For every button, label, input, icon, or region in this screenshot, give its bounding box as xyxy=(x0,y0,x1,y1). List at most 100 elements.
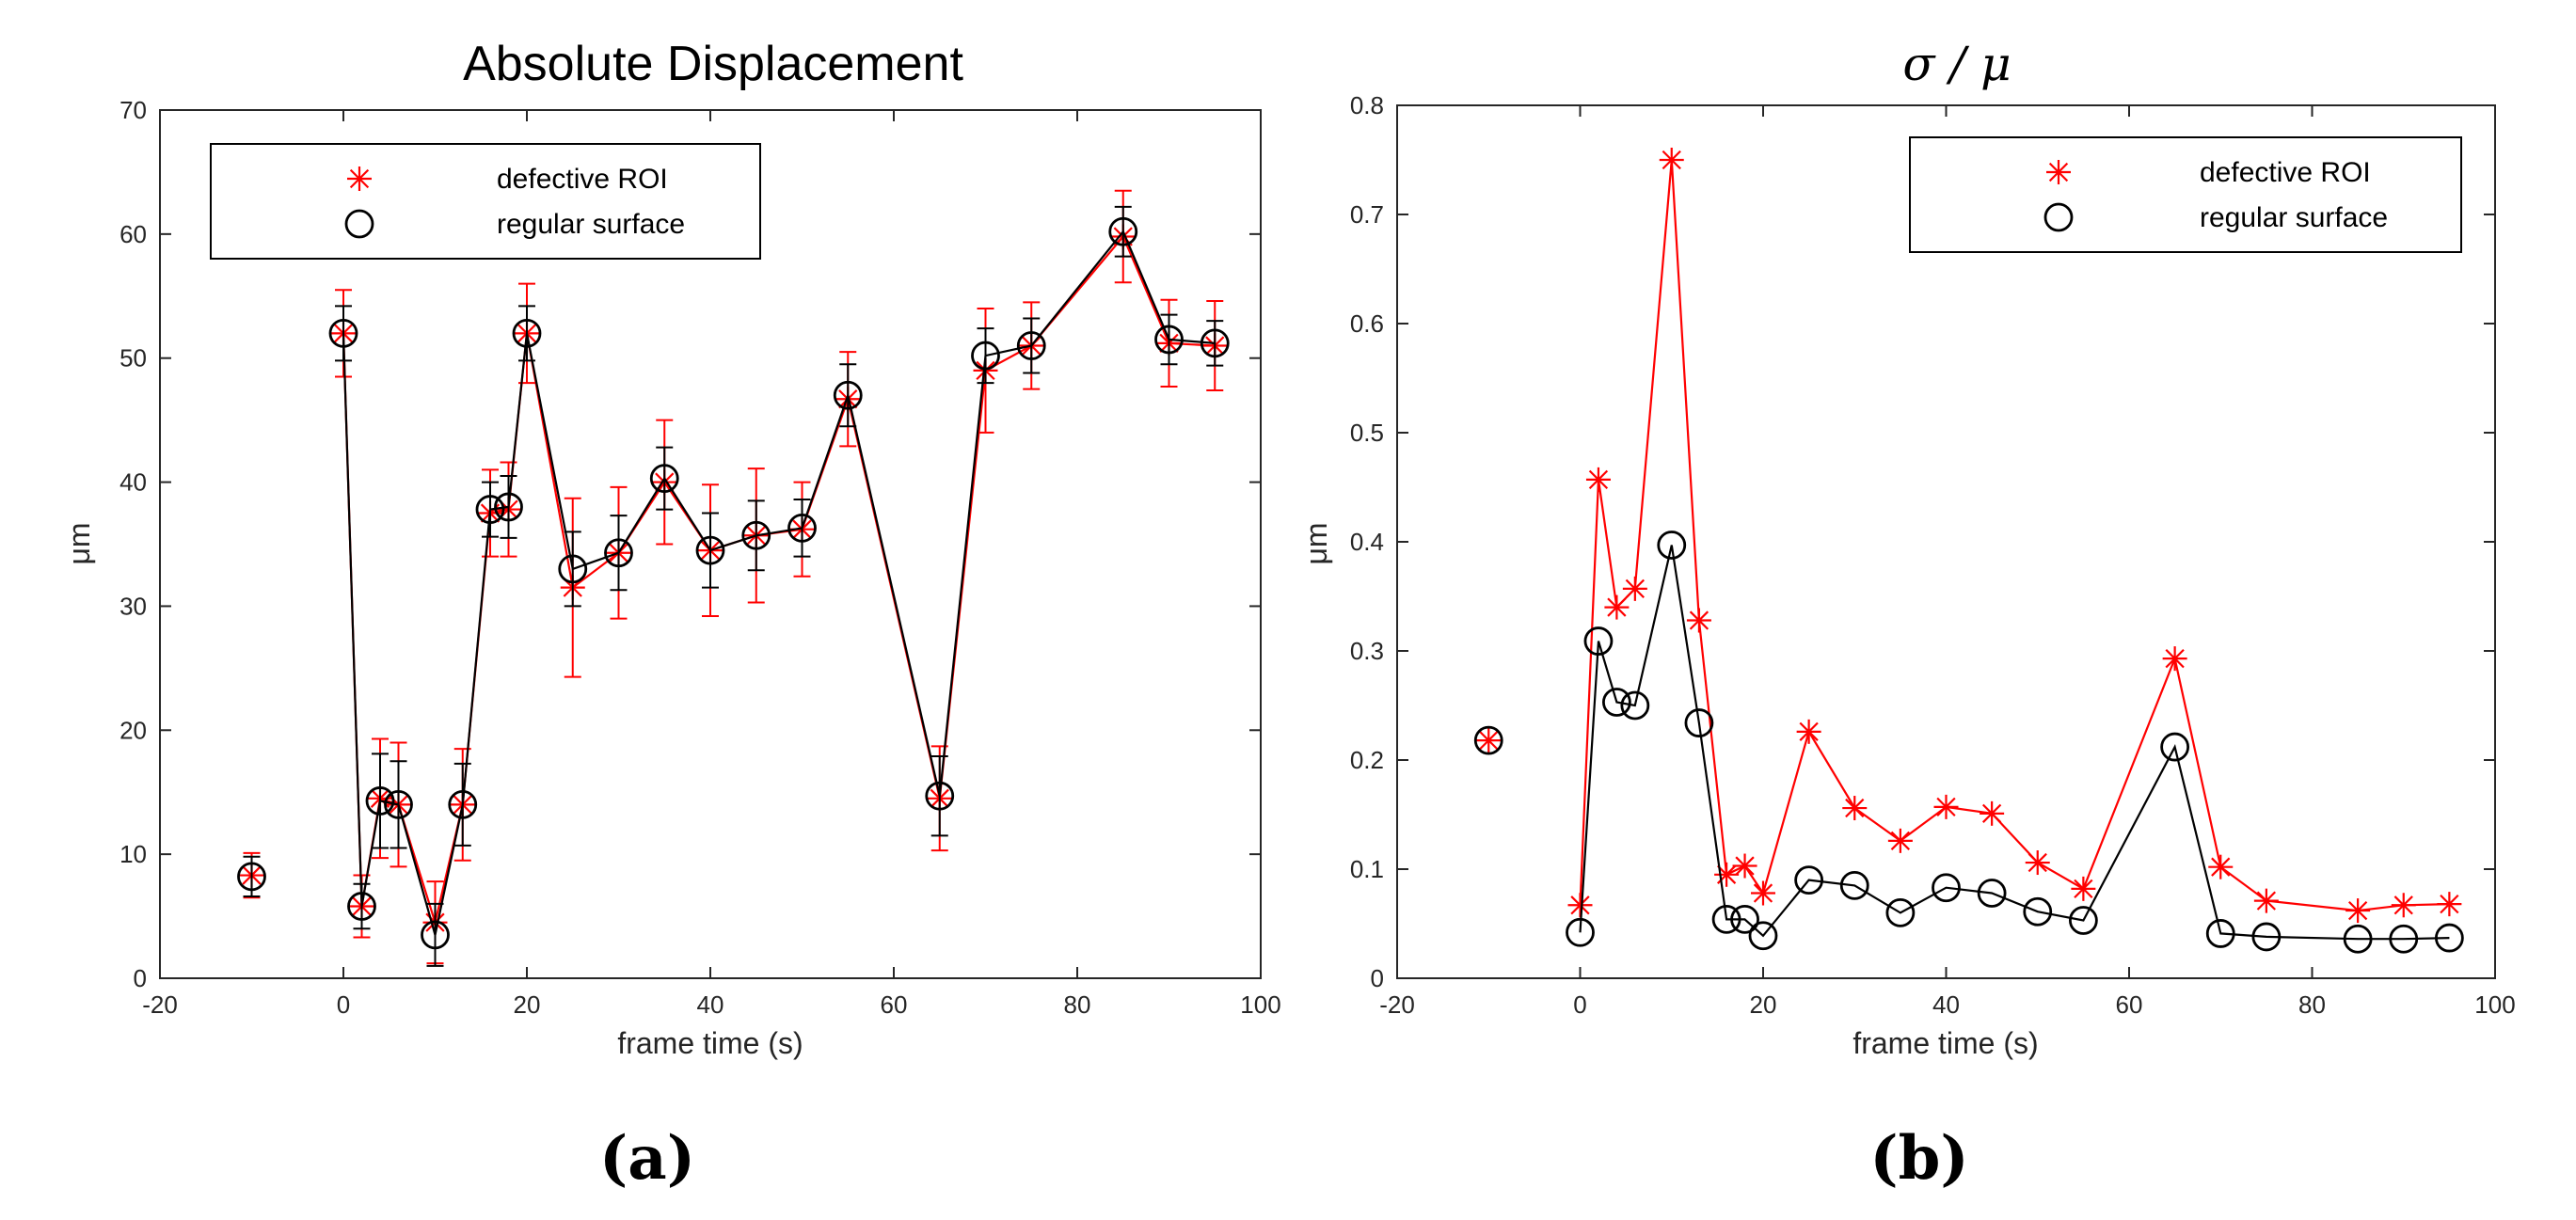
panel-b-data-point xyxy=(1932,873,1961,903)
panel-b-data-point xyxy=(1473,725,1503,755)
panel-b-data-point xyxy=(2391,893,2416,918)
panel-a-data-point xyxy=(384,790,413,819)
panel-b-data-point xyxy=(2208,854,2234,879)
panel-b-data-point xyxy=(1567,893,1593,918)
panel-b-data-point xyxy=(1980,800,2005,826)
panel-b-data-point xyxy=(1622,576,1647,601)
panel-b-data-point xyxy=(2389,924,2419,954)
panel-a-data-point xyxy=(741,520,771,550)
panel-b-data-point xyxy=(1602,688,1631,717)
panel-b-ytick-label: 0 xyxy=(1371,964,1384,992)
panel-a-xtick-label: 100 xyxy=(1240,990,1280,1019)
panel-b-data-point xyxy=(1748,921,1778,951)
panel-a-legend[interactable]: defective ROI regular surface xyxy=(210,143,761,260)
panel-a-data-point xyxy=(475,495,505,524)
panel-b-data-point xyxy=(1476,728,1502,753)
panel-a-xtick-label: 20 xyxy=(514,990,541,1019)
panel-a-xtick-label: 80 xyxy=(1064,990,1091,1019)
panel-b-ytick-label: 0.7 xyxy=(1350,200,1384,229)
panel-b-series-regular xyxy=(1473,531,2464,954)
panel-b-xtick-label: 20 xyxy=(1750,990,1777,1019)
panel-a-data-point xyxy=(494,492,523,522)
panel-b-data-point xyxy=(1977,879,2007,908)
panel-a-legend-box xyxy=(210,143,761,260)
panel-b-series-defective xyxy=(1476,148,2462,924)
panel-b-legend-box xyxy=(1909,136,2462,253)
panel-b-data-point xyxy=(1620,690,1650,721)
panel-a-data-point xyxy=(1108,216,1138,246)
panel-b-data-point xyxy=(2253,888,2279,913)
panel-b-data-point xyxy=(2343,924,2373,954)
panel-a-ytick-label: 50 xyxy=(119,344,147,372)
panel-b-series xyxy=(1473,148,2464,954)
panel-b-ytick-label: 0.6 xyxy=(1350,309,1384,338)
panel-b-ylabel: μm xyxy=(1299,522,1333,564)
panel-a-data-point xyxy=(604,538,633,568)
panel-b-legend[interactable]: defective ROI regular surface xyxy=(1909,136,2462,253)
panel-b-data-point xyxy=(2162,646,2187,672)
panel-b-xtick-label: -20 xyxy=(1379,990,1415,1019)
panel-a-data-point xyxy=(925,781,955,811)
panel-a-data-point xyxy=(512,318,542,348)
panel-b-data-point xyxy=(1566,917,1595,947)
panel-b-xtick-label: 0 xyxy=(1573,990,1586,1019)
panel-a-data-point xyxy=(421,920,450,950)
panel-a-ytick-label: 0 xyxy=(134,964,147,992)
panel-a-data-point xyxy=(649,464,679,494)
panel-b-data-point xyxy=(1794,865,1824,895)
panel-b-ytick-label: 0.2 xyxy=(1350,746,1384,774)
panel-b-data-point xyxy=(2068,906,2098,935)
panel-b-data-point xyxy=(1585,467,1611,492)
panel-b-ytick-label: 0.1 xyxy=(1350,855,1384,883)
panel-b-data-point xyxy=(1885,898,1916,927)
panel-a-legend-label-regular: regular surface xyxy=(497,209,685,240)
panel-a-xlabel: frame time (s) xyxy=(617,1026,803,1060)
panel-a-legend-circle-icon xyxy=(344,209,374,239)
panel-b-xtick-label: 40 xyxy=(1932,990,1960,1019)
panel-b: σ / μ -20 0 20 40 60 80 10000.10.20.30.40.50.6… xyxy=(1299,37,2516,1194)
panel-b-data-point xyxy=(1732,853,1757,879)
panel-a-data-point xyxy=(237,862,266,892)
panel-a-legend-marker-defective xyxy=(347,166,372,191)
panel-a-data-point xyxy=(365,786,395,816)
panel-b-data-point xyxy=(1711,904,1741,934)
panel-a-data-point xyxy=(695,535,725,565)
panel-a-title: Absolute Displacement xyxy=(463,37,963,91)
panel-b-xlabel: frame time (s) xyxy=(1852,1026,2038,1060)
panel-b-data-point xyxy=(2251,922,2282,952)
panel-a-ylabel: μm xyxy=(62,522,96,564)
panel-b-data-point xyxy=(1933,794,1959,819)
panel-a-xtick-label: -20 xyxy=(142,990,178,1019)
panel-a-xtick-label: 40 xyxy=(697,990,724,1019)
panel-b-data-point xyxy=(1839,871,1869,900)
panel-b-data-point xyxy=(2160,732,2190,762)
panel-a-data-point xyxy=(1016,331,1046,360)
panel-a-legend-marker-regular xyxy=(344,209,374,239)
panel-a-legend-asterisk-icon xyxy=(347,166,372,191)
panel-b-data-point xyxy=(1604,594,1630,620)
panel-a-ytick-label: 60 xyxy=(119,220,147,248)
panel-a-ytick-label: 30 xyxy=(119,592,147,620)
panel-b-ytick-label: 0.3 xyxy=(1350,637,1384,665)
panel-b-data-point xyxy=(1887,828,1913,853)
panel-b-data-point xyxy=(2025,850,2050,876)
panel-b-legend-marker-regular xyxy=(2043,202,2074,232)
panel-b-data-point xyxy=(1796,719,1821,744)
panel-b-data-point xyxy=(1751,880,1775,906)
panel-a-data-point xyxy=(787,513,817,543)
panel-a-series-line xyxy=(342,230,1216,936)
panel-a-data-point xyxy=(558,554,588,584)
panel-b-xtick-label: 80 xyxy=(2298,990,2326,1019)
panel-b-data-point xyxy=(1842,796,1868,821)
panel-b-ytick-label: 0.4 xyxy=(1350,528,1384,556)
panel-b-data-point xyxy=(2205,919,2235,948)
panel-a-series xyxy=(237,189,1230,967)
panel-b-data-point xyxy=(2071,876,2096,901)
panel-b-legend-label-regular: regular surface xyxy=(2200,202,2388,233)
panel-a-ytick-label: 40 xyxy=(119,468,147,497)
panel-b-xtick-label: 60 xyxy=(2116,990,2143,1019)
panel-a-ytick-label: 70 xyxy=(119,96,147,124)
panel-a-legend-label-defective: defective ROI xyxy=(497,164,668,195)
panel-a-data-point xyxy=(328,318,358,348)
